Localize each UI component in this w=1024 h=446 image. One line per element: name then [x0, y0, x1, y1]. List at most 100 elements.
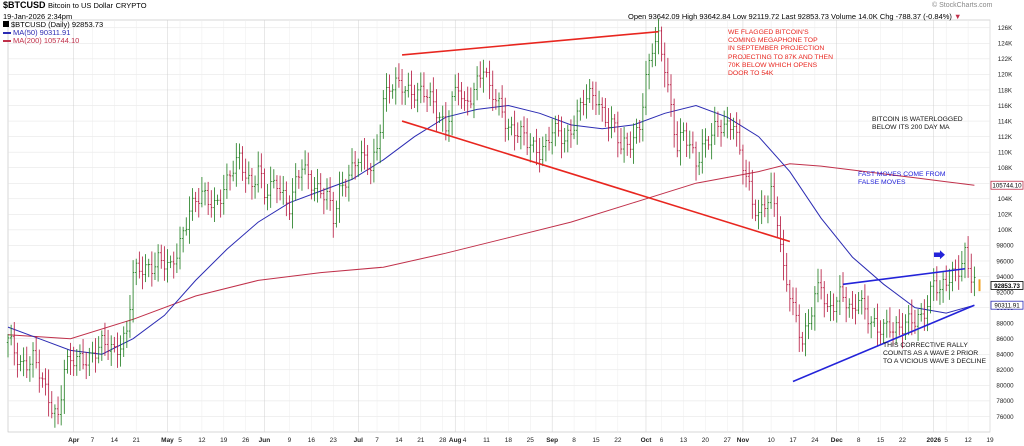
y-tick-label: 112K — [998, 134, 1013, 141]
x-tick-label: 22 — [614, 437, 622, 444]
last-value: Last 92853.73 — [781, 12, 829, 21]
x-tick-label: 8 — [572, 437, 576, 444]
x-tick-label: 14 — [395, 437, 403, 444]
y-tick-label: 80000 — [996, 383, 1014, 390]
ma200-price-tag-box — [990, 180, 1024, 190]
ma50-price-tag: 90311.91 — [994, 303, 1020, 310]
breakout-arrow-icon — [933, 250, 945, 260]
x-tick-label: 20 — [702, 437, 710, 444]
legend-ma50-swatch — [3, 32, 11, 34]
legend-ma50-label: MA(50) 90311.91 — [13, 28, 71, 37]
legend-price: $BTCUSD (Daily) 92853.73 — [3, 20, 103, 29]
last-price-tag-box — [990, 281, 1024, 290]
y-tick-label: 96000 — [996, 258, 1014, 265]
megaphone-upper-trendline — [401, 30, 659, 56]
legend-ma50: MA(50) 90311.91 — [3, 28, 70, 37]
y-tick-label: 88000 — [996, 320, 1014, 327]
y-tick-label: 78000 — [996, 398, 1014, 405]
x-tick-label: 13 — [680, 437, 688, 444]
y-tick-label: 84000 — [996, 352, 1014, 359]
y-tick-label: 104K — [998, 196, 1013, 203]
x-tick-label: 16 — [308, 437, 316, 444]
y-tick-label: 120K — [998, 72, 1013, 79]
x-tick-label: Sep — [546, 437, 558, 444]
x-tick-label: 19 — [220, 437, 228, 444]
symbol-title: $BTCUSD Bitcoin to US Dollar CRYPTO — [3, 0, 147, 11]
y-tick-label: 116K — [998, 103, 1013, 110]
x-tick-label: 19 — [986, 437, 994, 444]
x-tick-label: 21 — [133, 437, 141, 444]
x-tick-label: 15 — [877, 437, 885, 444]
x-tick-label: 18 — [505, 437, 513, 444]
x-tick-label: 21 — [417, 437, 425, 444]
y-tick-label: 114K — [998, 118, 1013, 125]
x-tick-label: 7 — [375, 437, 379, 444]
ma200-line — [7, 163, 975, 340]
megaphone-lower-trendline — [401, 120, 791, 243]
x-tick-label: Jun — [259, 437, 271, 444]
y-tick-label: 102K — [998, 212, 1013, 219]
x-tick-label: 15 — [592, 437, 600, 444]
legend-ma200-swatch — [3, 40, 11, 42]
x-tick-label: 5 — [944, 437, 948, 444]
y-tick-label: 108K — [998, 165, 1013, 172]
triangle-lower-trendline — [792, 304, 975, 383]
price-markers: 105744.10 90311.91 92853.73 — [978, 180, 1024, 310]
x-tick-label: 12 — [964, 437, 972, 444]
y-tick-label: 126K — [998, 25, 1013, 32]
change-value: Chg -788.37 (-0.84%) — [879, 12, 952, 21]
x-tick-label: 17 — [789, 437, 797, 444]
x-tick-label: May — [161, 437, 174, 444]
x-tick-label: Dec — [831, 437, 843, 444]
x-tick-label: 25 — [527, 437, 535, 444]
date-axis: Apr 7 14 21 May 5 12 19 26 Jun 9 16 23 Jul 7 14 21 28 Aug 4… — [68, 437, 994, 444]
y-tick-label: 122K — [998, 56, 1013, 63]
x-tick-label: 12 — [198, 437, 206, 444]
y-tick-label: 124K — [998, 41, 1013, 48]
x-tick-label: Aug — [449, 437, 462, 444]
chart-date: 19-Jan-2026 2:34pm — [3, 12, 73, 21]
symbol-name: Bitcoin to US Dollar — [48, 1, 114, 10]
market-name: CRYPTO — [115, 1, 147, 10]
last-price-tag: 92853.73 — [994, 283, 1020, 290]
high-value: High 93642.84 — [681, 12, 731, 21]
x-tick-label: 6 — [660, 437, 664, 444]
x-tick-label: 26 — [242, 437, 250, 444]
x-tick-label: 27 — [724, 437, 732, 444]
ohlc-readout: Open 93642.09 High 93642.84 Low 92119.72… — [628, 12, 961, 21]
x-tick-label: 2026 — [926, 437, 941, 444]
x-tick-label: 10 — [767, 437, 775, 444]
x-tick-label: 23 — [330, 437, 338, 444]
y-tick-label: 98000 — [996, 243, 1014, 250]
y-tick-label: 76000 — [996, 414, 1014, 421]
low-value: Low 92119.72 — [732, 12, 780, 21]
y-tick-label: 82000 — [996, 367, 1014, 374]
ma200-layer — [7, 163, 975, 340]
candles-layer — [6, 18, 976, 428]
x-tick-label: Nov — [737, 437, 750, 444]
x-tick-label: 8 — [857, 437, 861, 444]
triangle-upper-trendline — [842, 267, 966, 286]
x-tick-label: 7 — [91, 437, 95, 444]
annotation-waterlogged: BITCOIN IS WATERLOGGED BELOW ITS 200 DAY… — [872, 116, 963, 132]
y-tick-label: 92000 — [996, 289, 1014, 296]
x-tick-label: 9 — [288, 437, 292, 444]
y-tick-label: 100K — [998, 227, 1013, 234]
x-tick-label: 28 — [439, 437, 447, 444]
y-tick-label: 94000 — [996, 274, 1014, 281]
trendlines-layer — [401, 30, 975, 383]
grid-lines — [7, 19, 991, 433]
annotation-fast-moves: FAST MOVES COME FROM FALSE MOVES — [858, 171, 946, 187]
x-tick-label: 11 — [483, 437, 490, 444]
annotation-megaphone: WE FLAGGED BITCOIN'S COMING MEGAPHONE TO… — [728, 29, 833, 78]
x-tick-label: 5 — [178, 437, 182, 444]
watermark: © StockCharts.com — [932, 2, 993, 9]
y-tick-label: 110K — [998, 149, 1013, 156]
x-tick-label: 14 — [111, 437, 119, 444]
legend-price-label: $BTCUSD (Daily) 92853.73 — [11, 20, 104, 29]
x-tick-label: Apr — [68, 437, 80, 444]
x-tick-label: 22 — [899, 437, 907, 444]
ma200-price-tag: 105744.10 — [992, 183, 1022, 190]
symbol: $BTCUSD — [3, 0, 46, 10]
